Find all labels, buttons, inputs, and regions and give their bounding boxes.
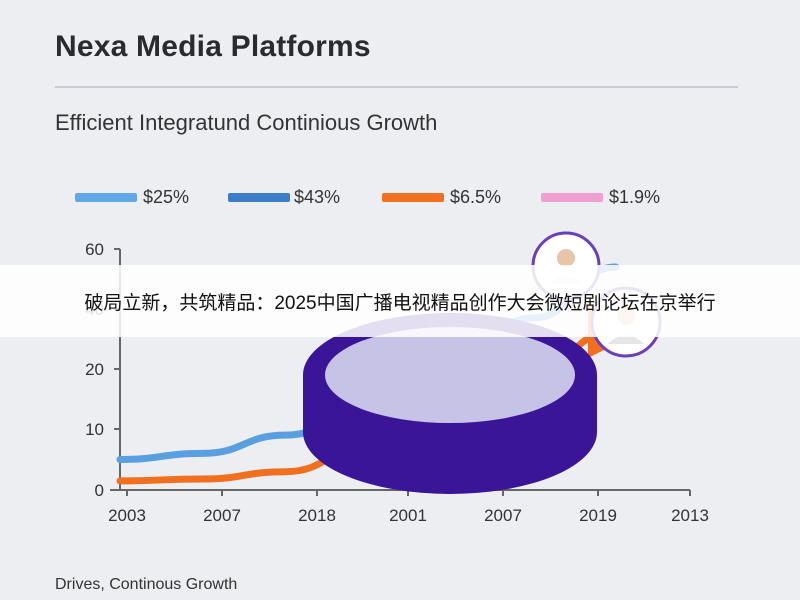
x-tick-label: 2013 xyxy=(671,506,709,525)
legend-swatch xyxy=(75,193,137,202)
x-tick-label: 2018 xyxy=(298,506,336,525)
legend-swatch xyxy=(541,193,603,202)
legend-label: $43% xyxy=(294,187,341,207)
x-tick-label: 2001 xyxy=(389,506,427,525)
legend-swatch xyxy=(382,193,444,202)
chart-subtitle: Efficient Integratund Continious Growth xyxy=(55,110,438,135)
x-tick-label: 2007 xyxy=(484,506,522,525)
legend-label: $25% xyxy=(143,187,190,207)
avatar-head xyxy=(557,249,575,267)
disk-top xyxy=(325,327,575,423)
chart-footer: Drives, Continous Growth xyxy=(55,576,238,593)
x-tick-label: 2007 xyxy=(203,506,241,525)
x-ticks: 2003 2007 2018 2001 2007 2019 2013 xyxy=(108,490,709,525)
legend-label: $1.9% xyxy=(609,187,661,207)
y-tick-label: 20 xyxy=(85,360,104,379)
headline-banner: 破局立新，共筑精品：2025中国广播电视精品创作大会微短剧论坛在京举行 xyxy=(0,265,800,337)
chart-title: Nexa Media Platforms xyxy=(55,30,371,63)
y-tick-label: 10 xyxy=(85,420,104,439)
legend: $25% $43% $6.5% $1.9% xyxy=(75,186,715,210)
y-tick-label: 0 xyxy=(95,481,104,500)
disk-graphic xyxy=(303,313,597,494)
x-tick-label: 2003 xyxy=(108,506,146,525)
x-tick-label: 2019 xyxy=(579,506,617,525)
title-divider xyxy=(55,86,738,88)
legend-swatch xyxy=(228,193,290,202)
y-tick-label: 60 xyxy=(85,240,104,259)
banner-text: 破局立新，共筑精品：2025中国广播电视精品创作大会微短剧论坛在京举行 xyxy=(84,293,716,314)
avatar-body xyxy=(608,335,644,344)
legend-label: $6.5% xyxy=(450,187,502,207)
